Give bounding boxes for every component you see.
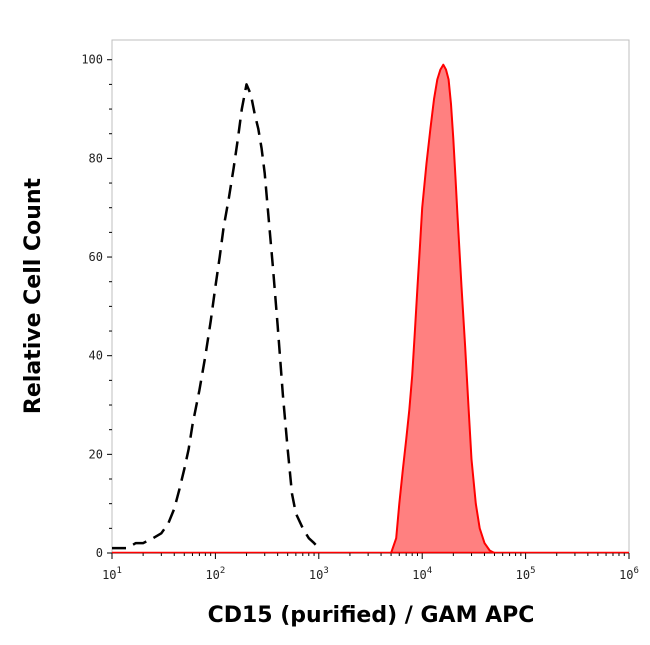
x-axis-title: CD15 (purified) / GAM APC [208,603,535,628]
series-1-outline [390,63,495,554]
y-tick-label: 80 [89,151,103,165]
y-tick-label: 100 [81,53,103,67]
x-tick-label: 106 [619,566,639,582]
series-0-dashed-line [112,83,320,550]
y-tick-label: 40 [89,349,103,363]
y-axis-ticks: 0 20 40 60 80 100 [81,53,112,560]
series-1-fill [391,64,495,553]
x-tick-label: 101 [102,566,122,582]
x-tick-label: 105 [516,566,536,582]
y-tick-label: 0 [96,546,103,560]
y-tick-label: 20 [89,447,103,461]
y-axis-title: Relative Cell Count [21,177,46,414]
series-layer [112,63,629,554]
x-tick-label: 104 [412,566,432,582]
x-axis-ticks: 101 102 103 104 105 106 [102,553,639,582]
x-tick-label: 102 [205,566,225,582]
y-tick-label: 60 [89,250,103,264]
plot-frame [111,39,630,554]
x-tick-label: 103 [309,566,329,582]
